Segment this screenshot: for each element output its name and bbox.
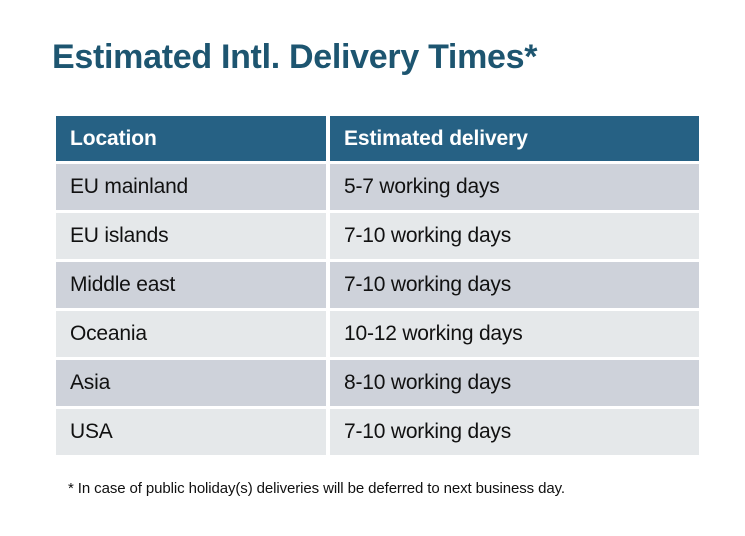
table-row: Middle east 7-10 working days [56,262,699,308]
footnote-text: * In case of public holiday(s) deliverie… [68,480,565,497]
table-body: EU mainland 5-7 working days EU islands … [56,164,699,455]
page-title: Estimated Intl. Delivery Times* [52,38,538,76]
cell-delivery: 8-10 working days [330,360,699,406]
table-row: EU mainland 5-7 working days [56,164,699,210]
column-header-estimated-delivery: Estimated delivery [330,116,699,161]
table-header-row: Location Estimated delivery [56,116,699,161]
table-row: EU islands 7-10 working days [56,213,699,259]
table-header: Location Estimated delivery [56,116,699,161]
table-row: Oceania 10-12 working days [56,311,699,357]
estimated-delivery-times-table: Location Estimated delivery EU mainland … [52,113,703,458]
cell-location: EU mainland [56,164,326,210]
cell-location: Asia [56,360,326,406]
cell-location: Middle east [56,262,326,308]
cell-location: Oceania [56,311,326,357]
table-row: USA 7-10 working days [56,409,699,455]
cell-delivery: 7-10 working days [330,409,699,455]
cell-location: EU islands [56,213,326,259]
cell-delivery: 5-7 working days [330,164,699,210]
cell-delivery: 7-10 working days [330,213,699,259]
cell-delivery: 7-10 working days [330,262,699,308]
column-header-location: Location [56,116,326,161]
cell-location: USA [56,409,326,455]
cell-delivery: 10-12 working days [330,311,699,357]
table-row: Asia 8-10 working days [56,360,699,406]
